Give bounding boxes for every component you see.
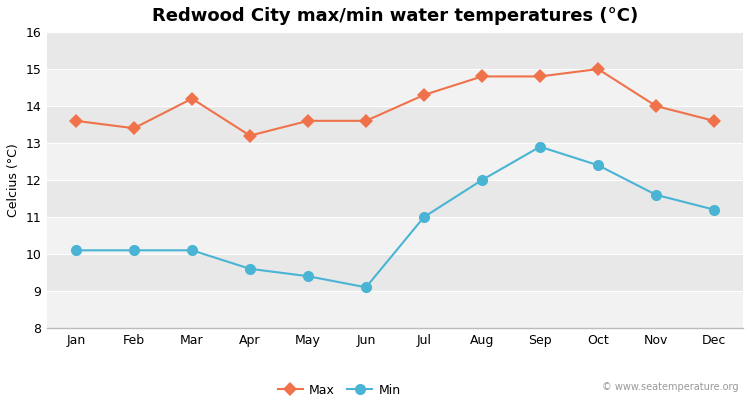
Min — [419, 215, 428, 220]
Bar — [47, 180, 743, 217]
Min — [478, 178, 487, 182]
Max — [710, 118, 718, 123]
Max — [130, 126, 139, 131]
Max — [362, 118, 370, 123]
Bar — [47, 106, 743, 143]
Title: Redwood City max/min water temperatures (°C): Redwood City max/min water temperatures … — [152, 7, 638, 25]
Legend: Max, Min: Max, Min — [273, 379, 406, 400]
Min — [245, 266, 254, 271]
Bar — [47, 254, 743, 291]
Max — [419, 92, 428, 97]
Max — [652, 104, 661, 108]
Bar — [47, 32, 743, 69]
Min — [304, 274, 313, 279]
Max — [188, 96, 196, 101]
Bar — [47, 217, 743, 254]
Line: Min: Min — [70, 141, 719, 293]
Min — [710, 207, 718, 212]
Bar — [47, 69, 743, 106]
Max — [304, 118, 313, 123]
Min — [536, 144, 544, 149]
Min — [652, 192, 661, 197]
Bar — [47, 143, 743, 180]
Max — [71, 118, 80, 123]
Min — [188, 248, 196, 253]
Min — [130, 248, 139, 253]
Max — [478, 74, 487, 79]
Line: Max: Max — [71, 64, 719, 140]
Min — [362, 285, 370, 290]
Min — [593, 163, 602, 168]
Text: © www.seatemperature.org: © www.seatemperature.org — [602, 382, 739, 392]
Max — [593, 67, 602, 72]
Max — [245, 133, 254, 138]
Max — [536, 74, 544, 79]
Y-axis label: Celcius (°C): Celcius (°C) — [7, 143, 20, 217]
Bar — [47, 291, 743, 328]
Min — [71, 248, 80, 253]
